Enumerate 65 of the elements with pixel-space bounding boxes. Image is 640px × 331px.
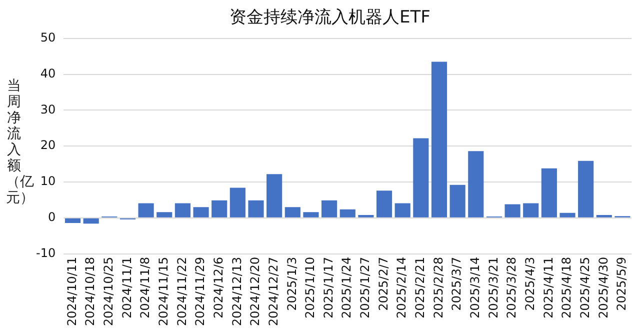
y-tick-label: -10	[36, 246, 56, 260]
chart-title: 资金持续净流入机器人ETF	[230, 8, 430, 28]
bar	[266, 174, 282, 218]
x-tick-label: 2025/1/17	[321, 256, 336, 318]
x-tick-label: 2025/1/10	[303, 256, 318, 318]
x-tick-label: 2025/2/21	[413, 256, 428, 318]
y-tick-label: 0	[48, 210, 56, 224]
bar	[138, 203, 154, 218]
x-tick-label: 2024/12/27	[266, 256, 280, 326]
bar	[83, 218, 99, 224]
x-tick-label: 2024/11/29	[193, 256, 208, 326]
bar	[284, 207, 300, 218]
x-tick-label: 2025/3/28	[504, 256, 519, 318]
bar	[394, 203, 410, 218]
bar	[431, 62, 448, 218]
bar	[64, 218, 81, 223]
bar	[230, 188, 246, 218]
bar	[468, 151, 484, 218]
x-tick-label: 2025/4/18	[560, 256, 574, 318]
x-tick-label: 2025/4/30	[596, 256, 610, 318]
x-tick-label: 2025/3/21	[486, 256, 500, 318]
y-tick-label: 10	[40, 174, 56, 188]
bar	[504, 204, 520, 218]
x-tick-label: 2025/2/28	[431, 256, 446, 318]
bar	[193, 207, 209, 218]
y-tick-label: 40	[40, 66, 56, 80]
y-tick-label: 20	[40, 138, 56, 152]
bar	[156, 212, 172, 218]
bar	[413, 138, 429, 218]
bar	[541, 168, 557, 218]
bar	[174, 203, 190, 218]
x-tick-label: 2024/10/11	[64, 256, 79, 326]
bar	[322, 200, 338, 218]
bar	[578, 160, 594, 218]
x-tick-label: 2024/11/1	[120, 256, 134, 318]
x-tick-label: 2025/1/3	[284, 256, 299, 311]
x-tick-label: 2024/11/8	[138, 256, 152, 318]
x-tick-label: 2025/2/7	[376, 256, 390, 311]
x-tick-label: 2025/5/9	[614, 256, 629, 311]
y-axis-title: 当周净流入额（亿元）	[6, 78, 34, 206]
x-tick-label: 2025/3/14	[468, 256, 482, 318]
y-tick-label: 30	[40, 102, 56, 116]
x-tick-label: 2025/4/11	[541, 256, 556, 318]
x-tick-label: 2025/4/3	[522, 256, 537, 311]
x-tick-label: 2024/12/6	[211, 256, 226, 318]
x-tick-label: 2025/3/7	[450, 256, 464, 311]
x-tick-label: 2024/10/18	[83, 256, 98, 326]
bar	[376, 190, 392, 218]
bar	[560, 212, 576, 218]
x-tick-label: 2024/12/20	[248, 256, 262, 326]
bar	[523, 203, 539, 218]
y-tick-label: 50	[40, 30, 56, 45]
x-tick-label: 2024/12/13	[230, 256, 244, 326]
x-tick-label: 2025/2/14	[394, 256, 409, 318]
bar	[450, 184, 466, 218]
x-tick-label: 2024/11/22	[174, 256, 189, 326]
x-tick-label: 2025/4/25	[578, 256, 592, 318]
x-tick-label: 2024/10/25	[102, 256, 116, 326]
x-tick-label: 2025/1/27	[358, 256, 372, 318]
x-tick-label: 2024/11/15	[156, 256, 171, 326]
bar	[340, 209, 356, 218]
bar	[248, 200, 264, 218]
bar	[212, 200, 228, 218]
bar	[303, 212, 319, 218]
x-tick-label: 2025/1/24	[340, 256, 354, 318]
